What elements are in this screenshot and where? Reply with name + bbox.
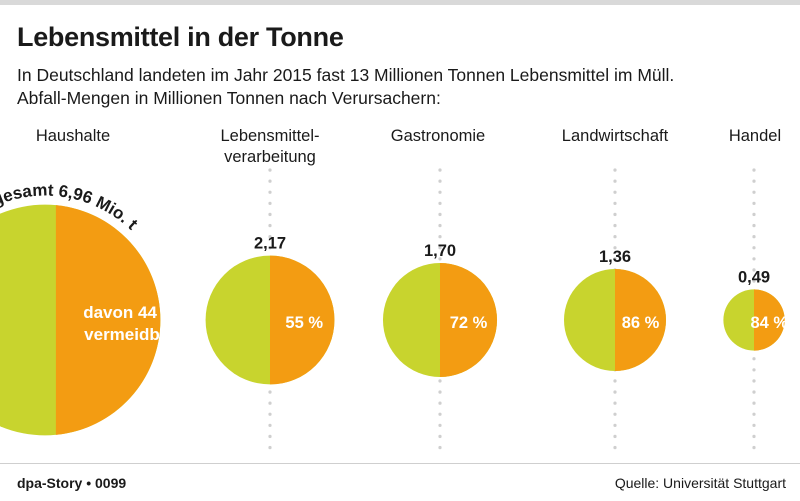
subtitle-line-1: In Deutschland landeten im Jahr 2015 fas… — [17, 65, 675, 85]
source-label: Quelle: Universität Stuttgart — [614, 475, 786, 491]
footer-bar — [0, 463, 800, 501]
segment-avoidable-haushalte — [55, 205, 161, 435]
category-label-landwirtschaft: Landwirtschaft — [561, 127, 669, 145]
total-label-verarbeitung: 2,17 — [254, 235, 286, 253]
segment-avoidable-landwirtschaft — [615, 269, 666, 371]
brand-label: dpa-Story • 0099 — [17, 475, 127, 491]
avoidable-label-haushalte: davon 44 % vermeidbar — [83, 303, 177, 344]
category-label-handel: Handel — [728, 127, 782, 145]
avoidable-label-gastronomie: 72 % — [450, 314, 488, 332]
segment-avoidable-gastronomie — [440, 262, 498, 378]
avoidable-label-handel: 84 % — [751, 314, 789, 332]
total-label-handel: 0,49 — [738, 268, 770, 286]
category-label-gastronomie: Gastronomie — [390, 127, 486, 145]
page-title: Lebensmittel in der Tonne — [17, 22, 344, 52]
avoidable-label-landwirtschaft: 86 % — [622, 314, 660, 332]
category-label-lebensmittelverarbeitung: Lebensmittel- verarbeitung — [220, 127, 320, 166]
segment-avoidable-verarbeitung — [270, 255, 335, 385]
total-label-gastronomie: 1,70 — [424, 242, 456, 260]
category-label-haushalte: Haushalte — [35, 127, 111, 145]
subtitle: In Deutschland landeten im Jahr 2015 fas… — [17, 64, 787, 110]
avoidable-label-verarbeitung: 55 % — [285, 314, 323, 332]
top-bar — [0, 0, 800, 5]
subtitle-line-2: Abfall-Mengen in Millionen Tonnen nach V… — [17, 88, 441, 108]
total-label-landwirtschaft: 1,36 — [599, 248, 631, 266]
segment-avoidable-handel — [754, 289, 785, 351]
